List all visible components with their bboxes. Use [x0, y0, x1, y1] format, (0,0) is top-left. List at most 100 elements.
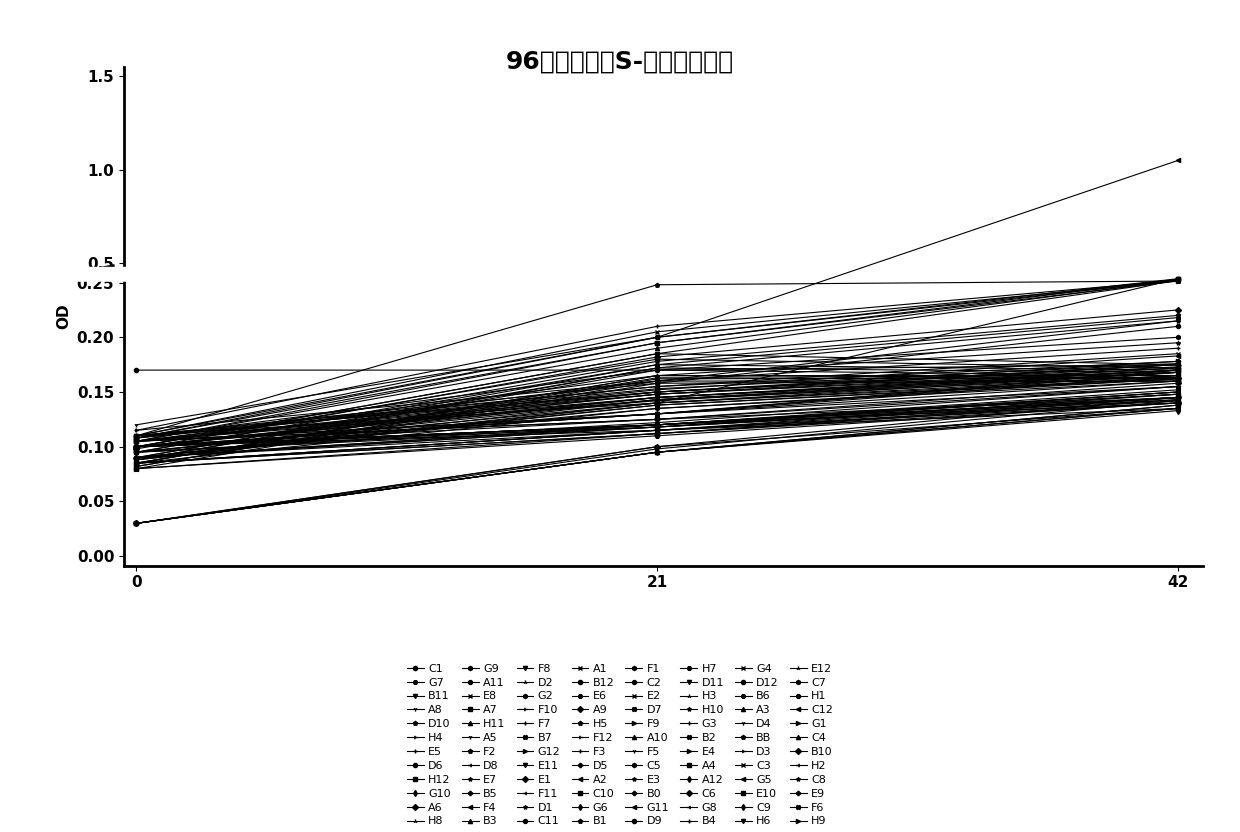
E8	[650, 327, 665, 337]
Line: H8: H8	[134, 363, 1180, 438]
BB	[1171, 374, 1185, 384]
Line: F12: F12	[134, 395, 1180, 448]
C7	[650, 404, 665, 414]
Text: 96孔板筛选抗S-雌马酚突变菌: 96孔板筛选抗S-雌马酚突变菌	[506, 50, 734, 74]
F12	[129, 442, 144, 452]
D7	[1171, 365, 1185, 375]
Line: G8: G8	[134, 368, 1180, 462]
C10	[129, 442, 144, 452]
Line: H11: H11	[134, 384, 1180, 443]
G3	[1171, 393, 1185, 403]
Line: C2: C2	[134, 392, 1180, 454]
G12	[1171, 276, 1185, 286]
D2	[1171, 387, 1185, 397]
Line: D10: D10	[134, 279, 1180, 438]
G2	[129, 453, 144, 463]
E10	[129, 458, 144, 468]
G5	[1171, 398, 1185, 408]
Line: A11: A11	[134, 324, 1180, 438]
H4	[650, 376, 665, 386]
C12	[1171, 376, 1185, 386]
Line: F10: F10	[134, 370, 1180, 443]
Line: A8: A8	[134, 278, 1180, 427]
F2	[129, 448, 144, 458]
D3	[129, 458, 144, 468]
Line: B12: B12	[134, 364, 1180, 443]
C2	[650, 420, 665, 430]
H11	[650, 409, 665, 418]
F8	[650, 414, 665, 424]
D9	[1171, 367, 1185, 377]
Line: A6: A6	[134, 381, 1180, 448]
H5	[650, 425, 665, 435]
B10	[129, 518, 144, 528]
A7	[650, 338, 665, 348]
A4	[1171, 370, 1185, 380]
F7	[1171, 344, 1185, 354]
Line: F4: F4	[134, 158, 1180, 440]
F8	[129, 436, 144, 446]
Bar	[60, 267, 135, 278]
B6	[129, 463, 144, 473]
Line: A1: A1	[134, 352, 1180, 438]
B10	[1171, 393, 1185, 403]
Line: C8: C8	[134, 403, 1180, 526]
E1	[129, 442, 144, 452]
Line: E3: E3	[134, 390, 1180, 448]
B7	[1171, 359, 1185, 369]
H2	[1171, 396, 1185, 406]
G11	[650, 428, 665, 438]
H4	[1171, 316, 1185, 326]
C2	[1171, 389, 1185, 399]
Line: H3: H3	[134, 366, 1180, 460]
H5	[129, 442, 144, 452]
A11	[650, 379, 665, 389]
A10	[650, 393, 665, 403]
F1	[650, 414, 665, 424]
E7	[650, 370, 665, 380]
F9	[1171, 356, 1185, 366]
Line: D6: D6	[134, 276, 1180, 438]
F6	[650, 448, 665, 458]
Line: A4: A4	[134, 374, 1180, 454]
B11	[129, 442, 144, 452]
Line: H1: H1	[134, 376, 1180, 465]
G11	[129, 458, 144, 468]
F5	[129, 448, 144, 458]
Line: D2: D2	[134, 390, 1180, 448]
E2	[1171, 393, 1185, 403]
F12	[1171, 393, 1185, 403]
F4	[129, 433, 144, 443]
Line: D8: D8	[134, 368, 1180, 443]
G1	[1171, 404, 1185, 414]
H7	[650, 389, 665, 399]
F10	[1171, 367, 1185, 377]
BB	[129, 455, 144, 465]
F10	[129, 436, 144, 446]
H1	[129, 458, 144, 468]
E9	[650, 376, 665, 386]
Line: D11: D11	[134, 374, 1180, 454]
G6	[129, 442, 144, 452]
H9	[129, 518, 144, 528]
Line: H4: H4	[134, 319, 1180, 433]
C3	[650, 374, 665, 384]
F9	[650, 387, 665, 397]
B5	[650, 382, 665, 392]
Line: C11: C11	[134, 363, 1180, 438]
D6	[129, 431, 144, 441]
C3	[1171, 373, 1185, 383]
G7	[650, 409, 665, 418]
E1	[650, 420, 665, 430]
C9	[129, 518, 144, 528]
C4	[129, 518, 144, 528]
B3	[650, 344, 665, 354]
B7	[650, 384, 665, 394]
F7	[129, 436, 144, 446]
A3	[129, 453, 144, 463]
B2	[1171, 394, 1185, 404]
Line: E12: E12	[134, 370, 1180, 462]
B0	[650, 422, 665, 432]
Line: B0: B0	[134, 395, 1180, 454]
Line: B2: B2	[134, 398, 1180, 460]
